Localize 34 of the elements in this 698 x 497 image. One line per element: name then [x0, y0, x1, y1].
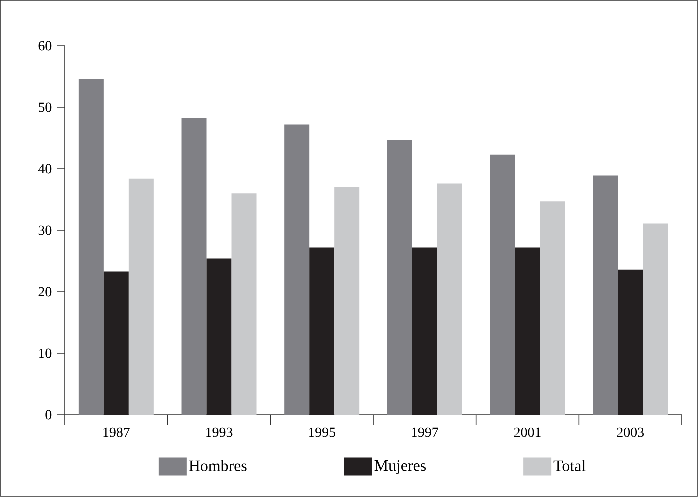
bar [284, 124, 310, 415]
x-tick-label: 2003 [617, 428, 644, 438]
x-tick-label: 1995 [309, 428, 336, 438]
y-tick-label: 0 [46, 410, 52, 420]
bar [232, 194, 257, 415]
legend-label: Hombres [189, 460, 247, 472]
y-tick-label: 20 [38, 287, 52, 297]
bar [206, 258, 232, 415]
legend-label: Mujeres [374, 460, 426, 474]
y-tick-label: 40 [38, 164, 52, 174]
y-tick-label: 50 [39, 102, 52, 112]
x-tick-label: 2001 [514, 428, 541, 438]
bar [128, 178, 154, 415]
bar [437, 184, 462, 415]
y-tick-label: 10 [39, 348, 52, 358]
x-tick-label: 1997 [412, 428, 438, 438]
bar [618, 270, 644, 415]
bar [412, 248, 438, 415]
legend-label: Total [554, 460, 586, 472]
y-tick-label: 60 [38, 41, 52, 51]
bar [334, 187, 360, 415]
x-tick-label: 1987 [104, 428, 130, 438]
bar [104, 272, 129, 415]
bar [490, 154, 516, 415]
x-tick-label: 1993 [206, 428, 233, 438]
bar [540, 202, 566, 415]
bar [593, 176, 618, 415]
y-tick-label: 30 [38, 226, 52, 236]
bar [387, 140, 412, 415]
bar [515, 248, 540, 415]
bar [78, 79, 104, 415]
bar [182, 118, 207, 415]
bar [643, 224, 668, 415]
bar [310, 248, 335, 415]
